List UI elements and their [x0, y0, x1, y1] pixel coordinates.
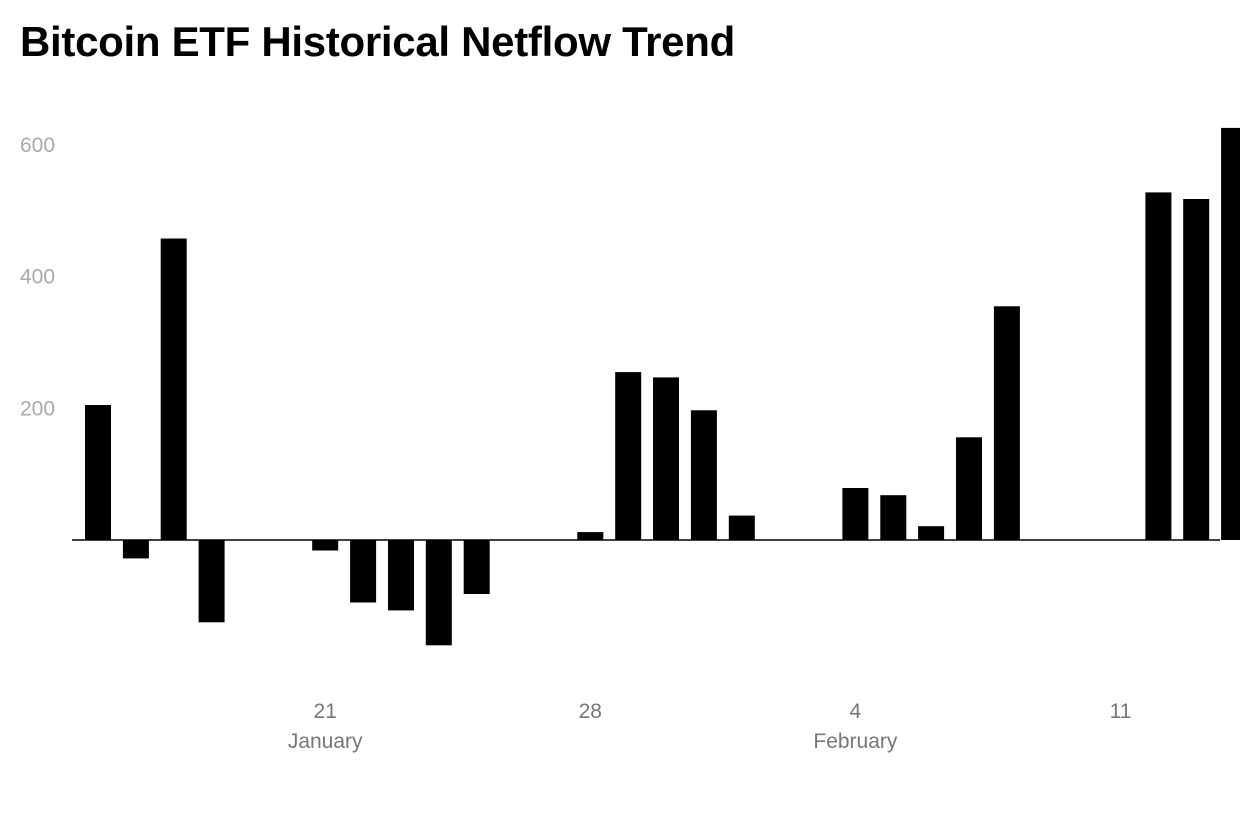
- y-tick-label: 600: [20, 134, 55, 157]
- bar: [653, 377, 679, 540]
- bar: [463, 540, 490, 594]
- x-tick-day-label: 11: [1110, 700, 1132, 723]
- bar: [388, 540, 414, 611]
- bar: [198, 540, 225, 623]
- x-tick-day-label: 28: [579, 700, 602, 723]
- x-tick-day-label: 4: [850, 700, 862, 723]
- bar: [993, 306, 1020, 540]
- bar: [615, 372, 642, 540]
- bar: [85, 405, 111, 540]
- bar: [956, 437, 982, 540]
- bar: [690, 410, 717, 540]
- bar: [842, 488, 869, 540]
- x-axis-ticks: 21 January 28 4 February 11: [288, 700, 1132, 753]
- bar: [880, 495, 907, 540]
- bar-series: [85, 127, 1240, 646]
- bar: [160, 238, 187, 540]
- bar: [577, 532, 604, 540]
- bar: [918, 526, 945, 540]
- bar: [350, 540, 377, 603]
- bar: [1183, 199, 1210, 540]
- x-tick-month-label: February: [813, 730, 898, 753]
- bar: [425, 540, 452, 646]
- bar: [1221, 127, 1240, 541]
- chart-title: Bitcoin ETF Historical Netflow Trend: [20, 18, 735, 65]
- x-tick-day-label: 21: [314, 700, 337, 723]
- y-tick-label: 400: [20, 266, 55, 289]
- bar: [122, 540, 149, 559]
- bar: [312, 540, 339, 551]
- bar: [728, 515, 755, 540]
- x-tick-month-label: January: [288, 730, 363, 753]
- y-axis-ticks: 200 400 600: [20, 134, 55, 420]
- y-tick-label: 200: [20, 397, 55, 420]
- bar: [1145, 192, 1172, 540]
